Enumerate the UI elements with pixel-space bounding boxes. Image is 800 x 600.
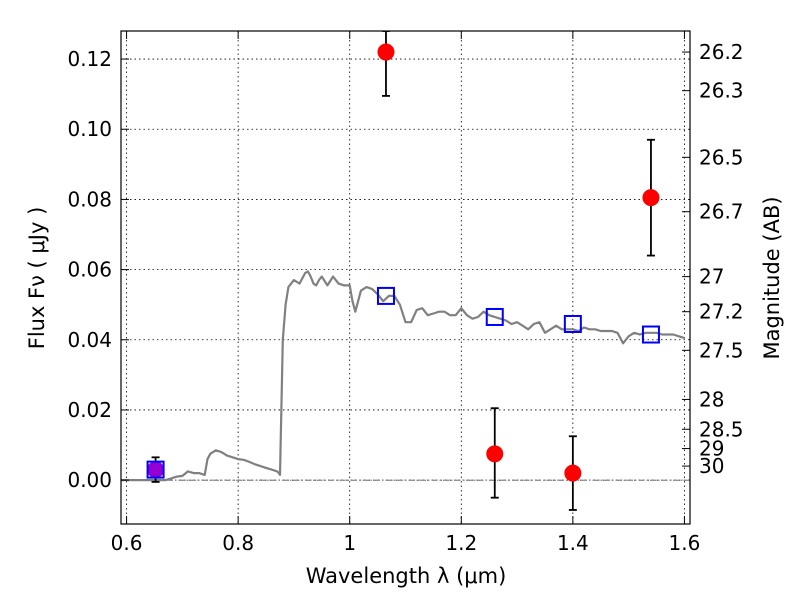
photometry-point (147, 461, 165, 479)
observed-point (486, 445, 504, 463)
right-tick-label: 27 (699, 265, 724, 289)
observed-point (564, 464, 582, 482)
observed-point (377, 43, 395, 61)
right-tick-label: 30 (699, 454, 724, 478)
y-tick-label: 0.06 (67, 258, 112, 282)
plot-frame (120, 30, 691, 525)
y-tick-label: 0.10 (67, 117, 112, 141)
x-tick-label: 0.6 (111, 531, 143, 555)
model-band-square (641, 325, 660, 344)
right-tick-label: 26.2 (699, 40, 744, 64)
right-tick-label: 27.2 (699, 300, 744, 324)
right-tick-label: 26.7 (699, 200, 744, 224)
y-tick-label: 0.00 (67, 468, 112, 492)
x-tick-label: 1 (343, 531, 356, 555)
model-spectrum (121, 270, 685, 482)
right-tick-label: 26.5 (699, 145, 744, 169)
right-tick-label: 28.5 (699, 417, 744, 441)
model-band-square (563, 314, 582, 333)
axes-frame (120, 30, 691, 525)
x-tick-label: 1.6 (669, 531, 701, 555)
right-axis-label: Magnitude (AB) (760, 196, 784, 359)
grid (121, 31, 690, 524)
model-band-square (146, 460, 165, 479)
y-tick-label: 0.04 (67, 328, 112, 352)
model-spectrum-line (121, 270, 685, 482)
right-tick-label: 28 (699, 387, 724, 411)
model-band-square (485, 307, 504, 326)
y-axis-ticks: 0.00 0.02 0.04 0.06 0.08 0.10 0.12 (67, 47, 129, 492)
observed-point (642, 189, 660, 207)
x-axis-ticks: 0.6 0.8 1 1.2 1.4 1.6 (111, 31, 701, 555)
y-tick-label: 0.08 (67, 187, 112, 211)
right-tick-label: 26.3 (699, 79, 744, 103)
y-tick-label: 0.12 (67, 47, 112, 71)
model-band-square (376, 286, 395, 305)
x-axis-label: Wavelength λ (μm) (306, 564, 507, 588)
x-tick-label: 1.4 (557, 531, 589, 555)
x-tick-label: 0.8 (222, 531, 254, 555)
data-markers (146, 43, 660, 482)
right-tick-label: 27.5 (699, 338, 744, 362)
y-tick-label: 0.02 (67, 398, 112, 422)
y-axis-label: Flux Fν ( μJy ) (25, 207, 49, 350)
x-tick-label: 1.2 (445, 531, 477, 555)
error-bars (151, 31, 655, 511)
right-tick-label: 29 (699, 437, 724, 461)
